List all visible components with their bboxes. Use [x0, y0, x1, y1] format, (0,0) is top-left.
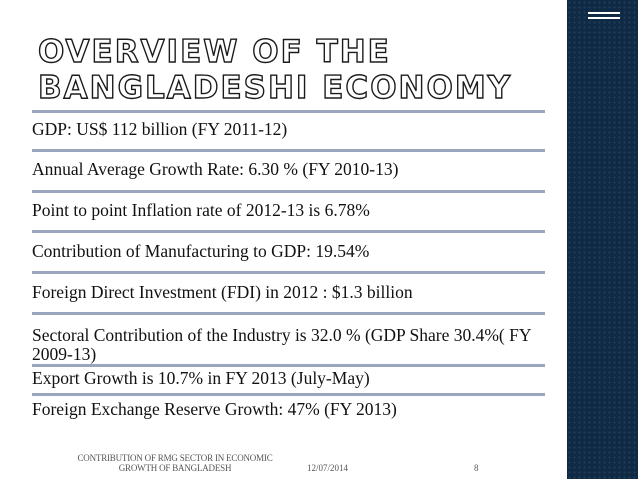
footer-topic: CONTRIBUTION OF RMG SECTOR IN ECONOMIC G… [77, 453, 273, 473]
divider [32, 149, 545, 152]
bullet-item-sectoral-contribution: Sectoral Contribution of the Industry is… [32, 325, 531, 364]
title-line-1: OVERVIEW OF THE [37, 33, 391, 70]
bullet-item-gdp: GDP: US$ 112 billion (FY 2011-12) [32, 119, 288, 139]
bullet-item-manufacturing: Contribution of Manufacturing to GDP: 19… [32, 241, 370, 261]
divider [32, 190, 545, 193]
footer-page-number: 8 [474, 463, 479, 473]
bullet-item-export-growth: Export Growth is 10.7% in FY 2013 (July-… [32, 368, 370, 388]
menu-icon[interactable] [588, 12, 620, 24]
slide-title: OVERVIEW OF THE BANGLADESHI ECONOMY [37, 33, 513, 106]
divider [32, 364, 545, 367]
divider [32, 312, 545, 315]
divider [32, 393, 545, 396]
bullet-item-forex-reserve: Foreign Exchange Reserve Growth: 47% (FY… [32, 399, 397, 419]
bullet-item-inflation: Point to point Inflation rate of 2012-13… [32, 200, 370, 220]
side-bar-texture [567, 0, 638, 479]
divider [32, 110, 545, 113]
bullet-item-growth-rate: Annual Average Growth Rate: 6.30 % (FY 2… [32, 159, 399, 179]
divider [32, 271, 545, 274]
side-bar [567, 0, 638, 479]
bullet-item-fdi: Foreign Direct Investment (FDI) in 2012 … [32, 282, 413, 302]
footer-date: 12/07/2014 [307, 463, 349, 473]
title-line-2: BANGLADESHI ECONOMY [37, 69, 513, 106]
divider [32, 230, 545, 233]
